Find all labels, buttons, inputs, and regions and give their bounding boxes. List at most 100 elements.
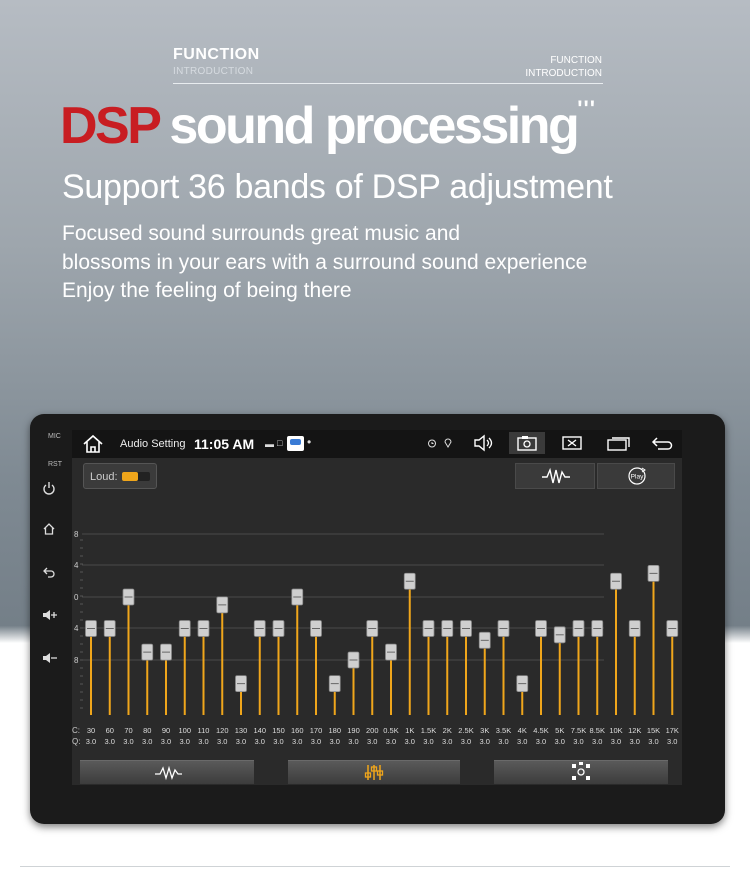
headline-white: sound processing: [169, 97, 579, 155]
eq-band-q-label: 3.0: [348, 737, 358, 746]
y-tick-label: 4: [74, 624, 79, 633]
recent-apps-icon[interactable]: [600, 432, 636, 454]
eq-band-freq-label: 4.5K: [533, 726, 548, 735]
eq-band-freq-label: 160: [291, 726, 304, 735]
eq-band-q-label: 3.0: [217, 737, 227, 746]
eq-band-freq-label: 100: [178, 726, 191, 735]
equalizer-tab-button[interactable]: [288, 760, 460, 784]
play-icon: Play: [628, 467, 646, 485]
introduction-label: INTRODUCTION: [173, 66, 254, 77]
eq-band-freq-label: 200: [366, 726, 379, 735]
y-tick-label: 8: [74, 656, 79, 665]
play-mode-button[interactable]: Play: [597, 463, 675, 489]
status-bar: Audio Setting 11:05 AM ▬ □ •: [72, 430, 682, 458]
headline-ticks: ''': [577, 96, 596, 121]
eq-band-q-label: 3.0: [142, 737, 152, 746]
mic-label: MIC: [48, 433, 61, 440]
header-right: FUNCTION INTRODUCTION: [525, 54, 602, 80]
rst-label[interactable]: RST: [48, 461, 62, 468]
eq-band-q-label: 3.0: [386, 737, 396, 746]
volume-down-icon[interactable]: [42, 651, 58, 667]
description-line: Enjoy the feeling of being there: [62, 279, 352, 302]
eq-band-freq-label: 2K: [443, 726, 452, 735]
waveform-icon: [155, 765, 182, 781]
eq-band-q-label: 3.0: [105, 737, 115, 746]
clock: 11:05 AM: [194, 436, 255, 452]
screen-title: Audio Setting: [120, 438, 186, 450]
power-icon[interactable]: [42, 481, 56, 497]
equalizer-chart[interactable]: 8 4 0 4 8 C: Q: 30 3.0 60 3.0 70 3.0 80 3.0 90 3.0 100 3.0…: [72, 430, 682, 760]
loudness-label: Loud:: [90, 471, 118, 483]
headline: DSP sound processing''': [60, 96, 596, 156]
eq-band-freq-label: 90: [162, 726, 170, 735]
surround-tab-button[interactable]: [494, 760, 668, 784]
eq-band-q-label: 3.0: [555, 737, 565, 746]
home-icon[interactable]: [82, 434, 104, 459]
description-line: blossoms in your ears with a surround so…: [62, 250, 588, 274]
eq-band-q-label: 3.0: [367, 737, 377, 746]
eq-band-freq-label: 30: [87, 726, 95, 735]
eq-band-freq-label: 80: [143, 726, 151, 735]
eq-band-freq-label: 3K: [480, 726, 489, 735]
eq-band-q-label: 3.0: [498, 737, 508, 746]
eq-band-q-label: 3.0: [123, 737, 133, 746]
eq-band-freq-label: 190: [347, 726, 360, 735]
eq-band-freq-label: 110: [198, 726, 210, 735]
eq-band-freq-label: 2.5K: [458, 726, 473, 735]
y-tick-label: 8: [74, 530, 79, 539]
back-icon[interactable]: [42, 565, 56, 581]
eq-band-freq-label: 10K: [609, 726, 622, 735]
equalizer-icon: [364, 765, 384, 780]
description: Focused sound surrounds great music and …: [62, 220, 587, 306]
eq-band-q-label: 3.0: [442, 737, 452, 746]
eq-band-freq-label: 4K: [518, 726, 527, 735]
waveform-mode-button[interactable]: [515, 463, 595, 489]
notification-icon: □: [277, 438, 283, 448]
eq-band-freq-label: 1.5K: [421, 726, 436, 735]
eq-band-q-label: 3.0: [573, 737, 583, 746]
eq-band-q-label: 3.0: [423, 737, 433, 746]
eq-band-q-label: 3.0: [86, 737, 96, 746]
alarm-icon: [427, 437, 437, 451]
eq-band-freq-label: 140: [253, 726, 266, 735]
eq-band-freq-label: 70: [124, 726, 132, 735]
q-row-label: Q:: [72, 737, 80, 746]
waveform-tab-button[interactable]: [80, 760, 254, 784]
screenshot-icon[interactable]: [509, 432, 545, 454]
waveform-icon: [542, 467, 570, 484]
function-label: FUNCTION: [173, 46, 260, 63]
eq-band-q-label: 3.0: [536, 737, 546, 746]
eq-band-freq-label: 150: [272, 726, 285, 735]
device-side-buttons: MIC RST: [32, 425, 70, 685]
eq-band-q-label: 3.0: [161, 737, 171, 746]
home-icon[interactable]: [42, 522, 56, 538]
location-icon: [444, 437, 452, 451]
eq-band-q-label: 3.0: [517, 737, 527, 746]
volume-up-icon[interactable]: [42, 608, 58, 624]
volume-icon[interactable]: [468, 432, 504, 454]
eq-band-q-label: 3.0: [611, 737, 621, 746]
description-line: Focused sound surrounds great music and: [62, 222, 461, 245]
app-notification-icon: [287, 436, 304, 451]
header-left: FUNCTION INTRODUCTION: [173, 46, 260, 77]
eq-band-q-label: 3.0: [273, 737, 283, 746]
eq-band-q-label: 3.0: [236, 737, 246, 746]
eq-band-freq-label: 7.5K: [571, 726, 586, 735]
right-function-label: FUNCTION: [550, 55, 602, 66]
eq-band-freq-label: 3.5K: [496, 726, 511, 735]
eq-band-q-label: 3.0: [311, 737, 321, 746]
eq-band-q-label: 3.0: [648, 737, 658, 746]
loudness-toggle[interactable]: Loud:: [83, 463, 157, 489]
bottom-divider: [20, 866, 730, 867]
notification-icon: ▬: [265, 439, 274, 449]
eq-band-q-label: 3.0: [255, 737, 265, 746]
right-introduction-label: INTRODUCTION: [525, 68, 602, 79]
header-divider: [173, 83, 603, 84]
back-icon[interactable]: [644, 432, 680, 454]
eq-band-q-label: 3.0: [405, 737, 415, 746]
eq-band-q-label: 3.0: [198, 737, 208, 746]
surround-icon: [572, 762, 590, 780]
eq-band-q-label: 3.0: [292, 737, 302, 746]
close-icon[interactable]: [554, 432, 590, 454]
loudness-switch[interactable]: [122, 472, 150, 481]
